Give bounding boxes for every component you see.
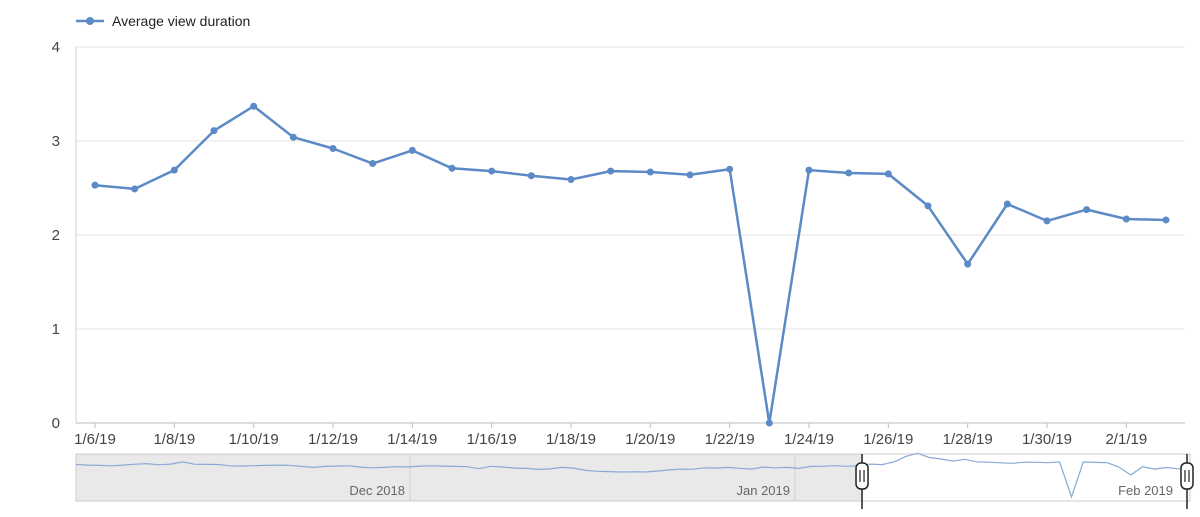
data-point[interactable] <box>1043 217 1051 225</box>
data-point[interactable] <box>726 165 734 173</box>
data-point[interactable] <box>924 202 932 210</box>
data-point[interactable] <box>765 419 773 427</box>
x-tick-label: 1/6/19 <box>74 431 116 448</box>
series-average-view-duration <box>91 102 1170 427</box>
navigator-preview-line <box>75 452 1191 499</box>
legend[interactable]: Average view duration <box>76 13 250 29</box>
data-point[interactable] <box>210 127 218 135</box>
x-tick-label: 1/10/19 <box>229 431 279 448</box>
data-point[interactable] <box>527 172 535 180</box>
data-point[interactable] <box>567 176 575 184</box>
data-point[interactable] <box>448 164 456 172</box>
x-tick-label: 2/1/19 <box>1105 431 1147 448</box>
data-point[interactable] <box>805 166 813 174</box>
data-point[interactable] <box>408 146 416 154</box>
y-tick-label: 1 <box>52 321 60 338</box>
x-tick-label: 1/26/19 <box>863 431 913 448</box>
data-point[interactable] <box>91 181 99 189</box>
data-point[interactable] <box>329 145 337 153</box>
x-tick-label: 1/20/19 <box>625 431 675 448</box>
y-axis: 0 1 2 3 4 <box>52 39 60 432</box>
data-point[interactable] <box>646 168 654 176</box>
y-tick-label: 2 <box>52 227 60 244</box>
navigator-month-label: Feb 2019 <box>1118 483 1173 498</box>
navigator-month-label: Dec 2018 <box>349 483 405 498</box>
navigator-unselected-range <box>76 454 863 501</box>
data-point[interactable] <box>686 171 694 179</box>
y-tick-label: 4 <box>52 39 60 56</box>
data-point[interactable] <box>289 133 297 141</box>
data-point[interactable] <box>1122 215 1130 223</box>
data-point[interactable] <box>1083 206 1091 214</box>
x-axis: 1/6/19 1/8/19 1/10/19 1/12/19 1/14/19 1/16/19… <box>74 423 1147 448</box>
x-tick-label: 1/30/19 <box>1022 431 1072 448</box>
grid-lines <box>75 46 1185 424</box>
x-tick-label: 1/14/19 <box>387 431 437 448</box>
x-tick-label: 1/12/19 <box>308 431 358 448</box>
x-tick-label: 1/8/19 <box>153 431 195 448</box>
data-point[interactable] <box>607 167 615 175</box>
navigator-handle-icon[interactable] <box>855 462 869 490</box>
x-tick-label: 1/22/19 <box>705 431 755 448</box>
legend-label: Average view duration <box>112 13 250 29</box>
y-tick-label: 3 <box>52 133 60 150</box>
data-point[interactable] <box>488 167 496 175</box>
data-point[interactable] <box>1162 216 1170 224</box>
data-point[interactable] <box>1003 200 1011 208</box>
navigator-handle-icon[interactable] <box>1180 462 1194 490</box>
range-navigator[interactable]: Dec 2018 Jan 2019 Feb 2019 <box>75 452 1194 509</box>
data-point[interactable] <box>131 185 139 193</box>
x-tick-label: 1/24/19 <box>784 431 834 448</box>
data-point[interactable] <box>964 260 972 268</box>
x-tick-label: 1/28/19 <box>943 431 993 448</box>
data-point[interactable] <box>845 169 853 177</box>
data-point[interactable] <box>369 160 377 168</box>
y-tick-label: 0 <box>52 415 60 432</box>
legend-marker-icon <box>86 17 94 25</box>
data-point[interactable] <box>170 166 178 174</box>
x-tick-label: 1/16/19 <box>467 431 517 448</box>
data-point[interactable] <box>884 170 892 178</box>
x-tick-label: 1/18/19 <box>546 431 596 448</box>
navigator-month-label: Jan 2019 <box>737 483 791 498</box>
series-line <box>94 104 1167 425</box>
data-point[interactable] <box>250 102 258 110</box>
